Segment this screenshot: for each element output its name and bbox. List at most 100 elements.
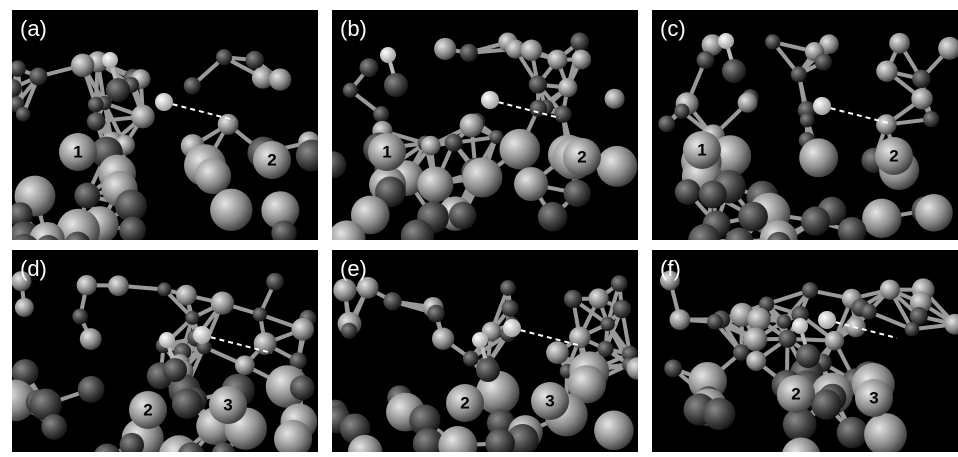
atom (912, 70, 931, 89)
atom (502, 300, 519, 317)
hydrogen (193, 326, 211, 344)
atom (564, 290, 582, 308)
bond (179, 454, 224, 455)
atom (460, 44, 478, 62)
atom (271, 220, 296, 245)
bond (739, 242, 779, 244)
atom (594, 411, 634, 451)
atom (796, 344, 820, 368)
atom (9, 60, 26, 77)
atom (747, 307, 770, 330)
atom (462, 157, 502, 197)
atom-label: 3 (223, 395, 232, 414)
atom (211, 292, 234, 315)
atom (417, 166, 453, 202)
atom-label: 2 (791, 384, 800, 403)
atom (738, 93, 758, 113)
atom (778, 330, 796, 348)
atom (564, 180, 591, 207)
atom (864, 413, 907, 456)
atom-label: 1 (382, 142, 391, 161)
atom (88, 97, 104, 113)
atom (876, 114, 897, 135)
atom (862, 199, 901, 238)
atom (500, 280, 516, 296)
atom (432, 328, 454, 350)
atom (460, 114, 484, 138)
atom (558, 78, 577, 97)
atom (296, 140, 328, 172)
atom (77, 275, 97, 295)
atom (485, 428, 515, 457)
atom (765, 34, 780, 49)
atom (72, 309, 88, 325)
panel-label: (e) (340, 256, 367, 281)
atom (235, 355, 255, 375)
atom (78, 376, 105, 403)
atom (87, 112, 105, 130)
atom (463, 351, 479, 367)
atom (3, 79, 21, 97)
bond (48, 245, 77, 248)
atom-label: 2 (143, 400, 152, 419)
atom (119, 217, 146, 244)
atom (801, 206, 830, 235)
atom (253, 307, 267, 321)
atom (185, 311, 199, 325)
atom-label: 2 (889, 146, 898, 165)
atom (783, 408, 817, 442)
atom (626, 357, 648, 379)
atom (172, 388, 202, 418)
atom (605, 89, 625, 109)
atom (538, 202, 567, 231)
atom-label: 3 (869, 388, 878, 407)
hydrogen (155, 93, 173, 111)
atom (597, 146, 638, 187)
atom (521, 40, 542, 61)
bond (704, 240, 739, 242)
atom (777, 314, 792, 329)
bond (47, 240, 78, 245)
atom (360, 58, 379, 77)
hydrogen (472, 332, 488, 348)
atom (57, 209, 100, 252)
atom-label: 1 (73, 142, 82, 161)
atom (838, 217, 867, 246)
atom (703, 398, 735, 430)
atom (746, 351, 766, 371)
bond (24, 247, 48, 249)
atom (815, 53, 832, 70)
atom (269, 68, 291, 90)
atom (292, 318, 315, 341)
bond (191, 454, 224, 455)
hydrogen (481, 91, 499, 109)
atom (80, 328, 102, 350)
atom (800, 113, 815, 128)
atom (799, 138, 838, 177)
atom (373, 106, 389, 122)
atom (611, 275, 628, 292)
atom (738, 202, 768, 232)
atom (837, 417, 868, 448)
atom (401, 219, 434, 252)
atom (571, 50, 591, 70)
hydrogen (813, 97, 831, 115)
atom (120, 433, 144, 457)
atom (427, 305, 445, 323)
atom (554, 106, 571, 123)
atom (184, 77, 201, 94)
atom (707, 314, 723, 330)
atom (674, 104, 689, 119)
hydrogen (718, 33, 734, 49)
bond (47, 240, 48, 248)
atom-label: 2 (577, 147, 586, 166)
atom (16, 107, 31, 122)
panel-label: (a) (20, 16, 47, 41)
atom (333, 279, 356, 302)
atom (569, 327, 590, 348)
atom (889, 33, 910, 54)
atom-label: 2 (460, 393, 469, 412)
atom (546, 341, 569, 364)
